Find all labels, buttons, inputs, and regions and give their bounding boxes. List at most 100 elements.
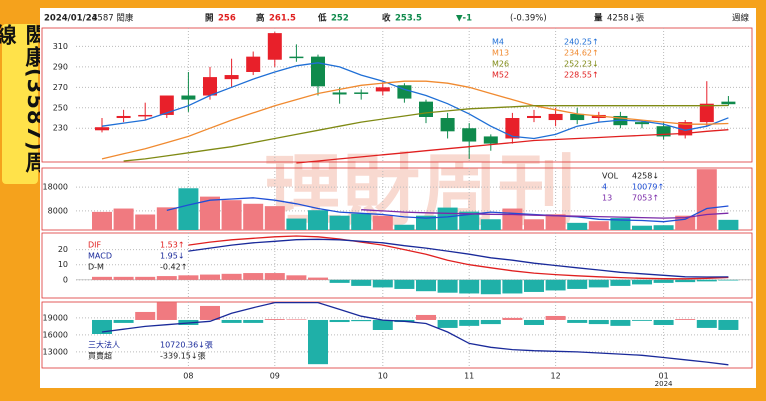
bar — [416, 279, 436, 292]
series-line — [101, 62, 729, 140]
bar — [459, 211, 480, 230]
legend-name: 三大法人 — [88, 340, 120, 350]
bar — [113, 276, 134, 280]
y-tick-label: 270 — [53, 83, 68, 92]
series-line — [188, 235, 729, 280]
bar — [653, 279, 674, 283]
bar — [459, 279, 480, 294]
bar — [437, 279, 458, 293]
candle-body — [721, 101, 736, 105]
bar — [178, 188, 199, 230]
period: 週線 — [732, 13, 750, 24]
candle-body — [203, 77, 217, 96]
bar — [524, 219, 544, 230]
candle-body — [138, 114, 153, 117]
header: 2024/01/24 3587 閎康 開 256 高 261.5 低 252 收… — [44, 13, 750, 24]
series-line — [123, 104, 729, 162]
candle-body — [678, 122, 693, 136]
bar — [718, 319, 739, 330]
legend-name: 4 — [602, 183, 607, 192]
bar — [524, 319, 544, 325]
candle-body — [527, 115, 541, 119]
legend-name: M52 — [492, 71, 509, 80]
bar — [243, 273, 264, 280]
series-line — [101, 301, 729, 366]
candle-body — [116, 115, 131, 119]
bar — [92, 211, 112, 230]
bar — [437, 207, 458, 230]
bar — [92, 276, 112, 280]
bar — [653, 225, 674, 230]
stock: 3587 閎康 — [92, 13, 134, 24]
bar — [610, 279, 631, 286]
bar — [437, 319, 458, 328]
high-label: 高 — [256, 13, 265, 24]
legend-name: M4 — [492, 38, 504, 47]
y-tick-label: 310 — [53, 42, 68, 51]
legend-value: -0.42↑ — [160, 263, 187, 272]
candle-body — [224, 75, 239, 80]
bar — [675, 279, 696, 283]
series-line — [296, 129, 729, 164]
candle-body — [95, 127, 109, 131]
bar — [696, 279, 717, 282]
bar — [178, 275, 199, 280]
legend-name: 買賣超 — [88, 351, 112, 361]
bar — [567, 319, 588, 323]
bar — [416, 215, 436, 230]
bar — [696, 169, 717, 230]
bar — [502, 279, 523, 294]
series-line — [166, 197, 729, 223]
candle-body — [354, 92, 369, 94]
bar — [113, 319, 134, 323]
bar — [696, 319, 717, 328]
candle-body — [289, 56, 304, 59]
legend-value: 10720.36↓張 — [160, 341, 213, 350]
open-label: 開 — [205, 14, 214, 24]
high: 261.5 — [269, 14, 296, 24]
legend-name: VOL — [602, 172, 619, 181]
candle-body — [375, 87, 390, 92]
candle-body — [483, 136, 498, 144]
legend-name: M13 — [492, 49, 509, 58]
close-label: 收 — [382, 13, 391, 24]
bar — [632, 279, 652, 285]
bar — [632, 225, 652, 230]
bar — [135, 311, 156, 320]
change-pct: (-0.39%) — [510, 14, 547, 24]
legend-value: 240.25↑ — [564, 38, 599, 47]
legend-value: 4258↓ — [632, 172, 659, 181]
x-tick-label: 08 — [183, 372, 193, 381]
bar — [135, 276, 156, 280]
bar — [502, 317, 523, 320]
candle-body — [505, 118, 520, 139]
bar — [92, 319, 112, 334]
bar — [416, 314, 436, 320]
bar — [264, 273, 285, 280]
bar — [610, 319, 631, 326]
bar — [459, 319, 480, 326]
bar — [286, 218, 307, 230]
legend-name: DIF — [88, 241, 102, 250]
bar — [675, 319, 696, 320]
bar — [372, 319, 393, 330]
x-year-label: 2024 — [655, 380, 673, 388]
low-label: 低 — [317, 13, 327, 24]
y-tick-label: 230 — [53, 124, 68, 133]
bar — [545, 315, 566, 320]
bar — [308, 319, 328, 365]
bar — [588, 221, 609, 230]
bar — [264, 319, 285, 320]
open: 256 — [218, 14, 236, 24]
legend-name: MACD — [88, 252, 112, 261]
volume-label: 量 — [594, 13, 603, 24]
y-tick-label: 19000 — [43, 313, 68, 322]
legend-value: 234.62↑ — [564, 49, 599, 58]
legend-value: 7053↑ — [632, 194, 659, 203]
legend-value: 10079↑ — [632, 183, 664, 192]
volume: 4258↓張 — [607, 14, 645, 24]
candle-body — [440, 118, 455, 132]
candle-body — [311, 56, 325, 87]
bar — [480, 319, 501, 325]
